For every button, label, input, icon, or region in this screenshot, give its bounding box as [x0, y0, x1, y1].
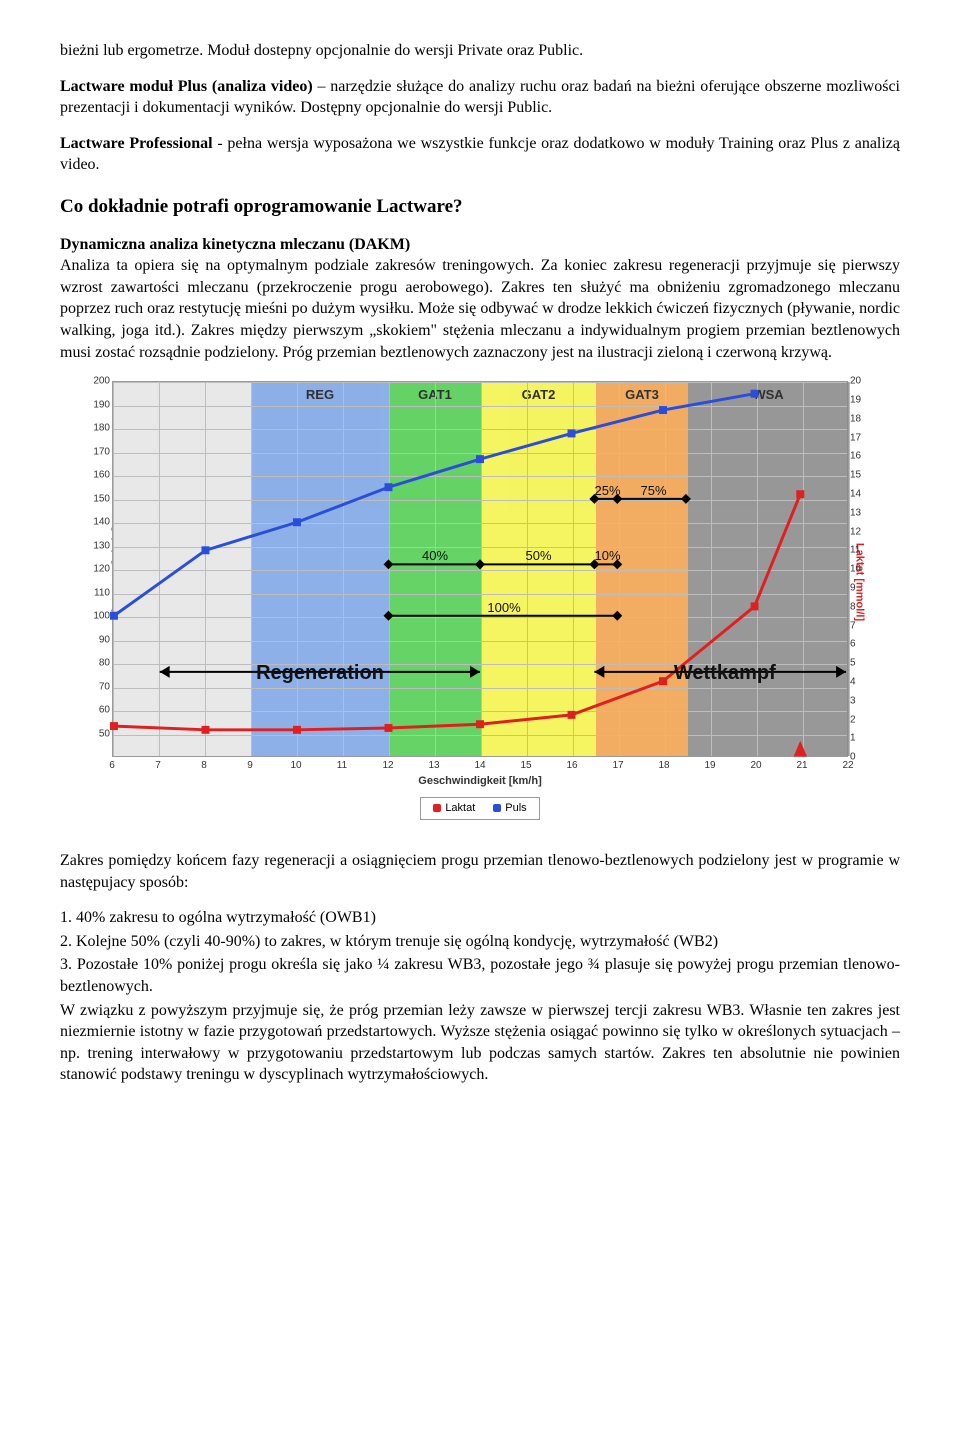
- chart-annotation: 40%: [422, 547, 448, 565]
- legend-item-laktat: Laktat: [433, 801, 475, 816]
- list-item-3: 3. Pozostałe 10% poniżej progu określa s…: [60, 954, 900, 997]
- chart-legend: Laktat Puls: [420, 797, 539, 820]
- training-zones-chart: Herzfrequenz [S/min] Laktat [mmol/l] REG…: [60, 377, 900, 820]
- chart-annotation: Wettkampf: [674, 660, 776, 687]
- paragraph-4-body: Analiza ta opiera się na optymalnym podz…: [60, 257, 900, 360]
- term-plus: Lactware moduł Plus (analiza video): [60, 78, 313, 95]
- paragraph-2: Lactware moduł Plus (analiza video) – na…: [60, 76, 900, 119]
- chart-annotation: 50%: [525, 547, 551, 565]
- chart-annotation: 25%: [594, 482, 620, 500]
- paragraph-1: bieżni lub ergometrze. Moduł dostepny op…: [60, 40, 900, 62]
- paragraph-6: W związku z powyższym przyjmuje się, że …: [60, 1000, 900, 1086]
- paragraph-5: Zakres pomiędzy końcem fazy regeneracji …: [60, 850, 900, 893]
- paragraph-3: Lactware Professional - pełna wersja wyp…: [60, 133, 900, 176]
- term-dakm: Dynamiczna analiza kinetyczna mleczanu (…: [60, 236, 410, 253]
- chart-annotation: Regeneration: [256, 660, 384, 687]
- list-item-2: 2. Kolejne 50% (czyli 40-90%) to zakres,…: [60, 931, 900, 953]
- chart-annotation: 100%: [487, 599, 520, 617]
- section-heading: Co dokładnie potrafi oprogramowanie Lact…: [60, 194, 900, 220]
- paragraph-4: Dynamiczna analiza kinetyczna mleczanu (…: [60, 234, 900, 364]
- chart-annotation: 75%: [640, 482, 666, 500]
- chart-annotation: 10%: [594, 547, 620, 565]
- legend-item-puls: Puls: [493, 801, 526, 816]
- x-axis-label: Geschwindigkeit [km/h]: [60, 774, 900, 789]
- term-professional: Lactware Professional: [60, 135, 213, 152]
- list-item-1: 1. 40% zakresu to ogólna wytrzymałość (O…: [60, 907, 900, 929]
